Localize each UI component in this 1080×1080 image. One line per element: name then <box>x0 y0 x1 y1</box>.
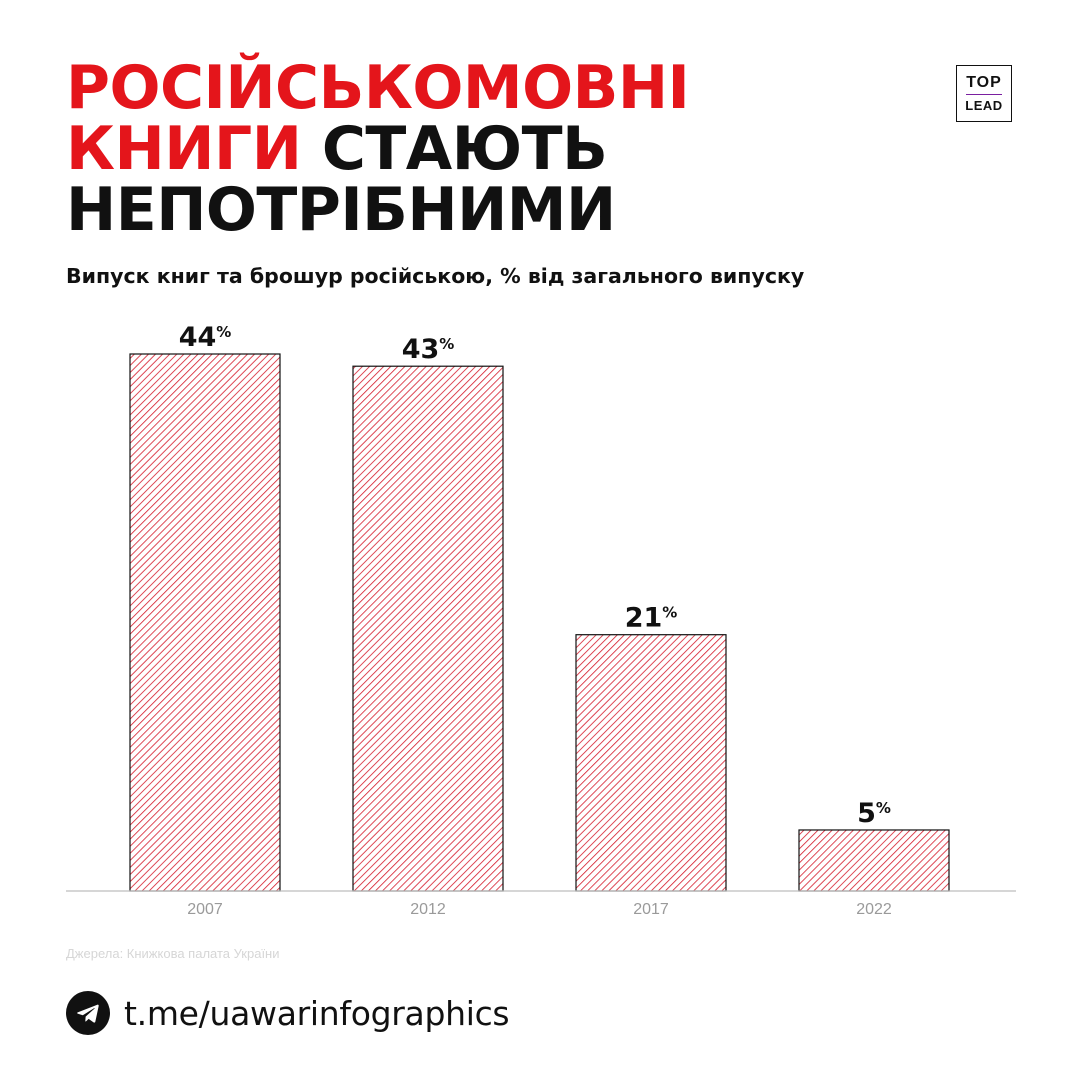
title-red-line-1: РОСІЙСЬКОМОВНІ <box>66 53 690 123</box>
bar-value-label-2012: 43% <box>402 334 455 365</box>
title-black-line-3: НЕПОТРІБНИМИ <box>66 175 616 245</box>
bar-2017 <box>575 634 727 892</box>
x-tick-label-2007: 2007 <box>187 901 223 918</box>
x-tick-label-2017: 2017 <box>633 901 669 918</box>
logo-top-text: TOP <box>966 73 1002 91</box>
bar-2022 <box>798 829 950 892</box>
bar-value-label-2022: 5% <box>857 798 891 829</box>
source-note: Джерела: Книжкова палата України <box>66 946 280 961</box>
x-tick-label-2022: 2022 <box>856 901 892 918</box>
chart-labels: 44% 2007 43% 2012 21% 2017 5% 2022 <box>179 322 892 918</box>
logo-divider <box>966 93 1002 96</box>
bar-value-label-2017: 21% <box>625 603 678 634</box>
bar-2007 <box>129 353 281 892</box>
page-title: РОСІЙСЬКОМОВНІ КНИГИ СТАЮТЬ НЕПОТРІБНИМИ <box>66 58 690 241</box>
chart-bars <box>129 353 950 892</box>
bar-2012 <box>352 365 504 892</box>
logo-bottom-text: LEAD <box>965 98 1003 114</box>
footer: t.me/uawarinfographics <box>66 991 510 1035</box>
title-black-line-2: СТАЮТЬ <box>321 114 608 184</box>
x-tick-label-2012: 2012 <box>410 901 446 918</box>
telegram-icon[interactable] <box>66 991 110 1035</box>
chart-subtitle: Випуск книг та брошур російською, % від … <box>66 264 805 288</box>
bar-value-label-2007: 44% <box>179 322 232 353</box>
title-red-line-2: КНИГИ <box>66 114 302 184</box>
telegram-link[interactable]: t.me/uawarinfographics <box>124 993 510 1033</box>
top-lead-logo: TOP LEAD <box>956 65 1012 122</box>
